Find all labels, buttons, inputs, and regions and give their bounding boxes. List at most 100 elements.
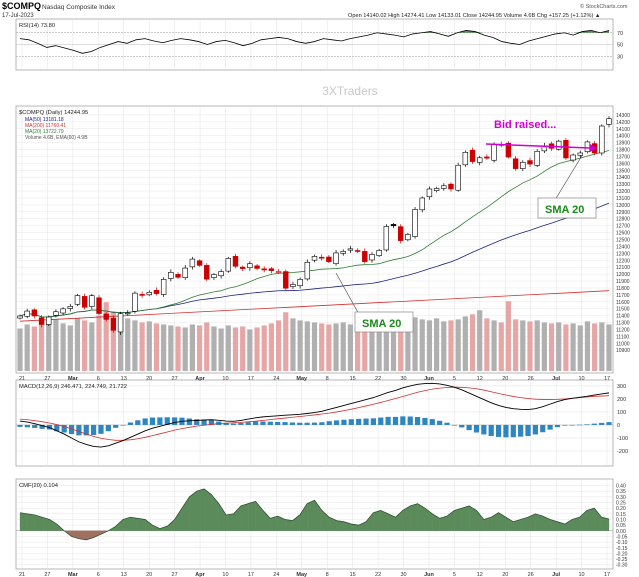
macd-histogram-bar [230, 423, 237, 425]
cmf-y-tick: 0.15 [616, 512, 626, 518]
macd-histogram-bar [201, 419, 207, 425]
quote-line: Open 14140.02 High 14274.41 Low 14133.01… [348, 13, 600, 19]
macd-histogram-bar [547, 424, 553, 430]
volume-bar [53, 319, 59, 371]
volume-bar [189, 324, 195, 371]
macd-line [19, 382, 610, 448]
candle-body [362, 251, 368, 262]
macd-histogram-bar [113, 424, 119, 428]
macd-histogram-bar [24, 424, 30, 428]
volume-bar [491, 320, 497, 371]
macd-histogram-bar [208, 420, 215, 425]
x-tick-label: 12 [477, 572, 483, 577]
rsi-y-tick: 70 [617, 31, 623, 37]
macd-histogram-bar [540, 424, 546, 433]
legend-ma200: MA(200) 11760.41 [25, 123, 66, 129]
macd-histogram-bar [525, 424, 531, 437]
x-tick-label: 24 [273, 572, 279, 577]
volume-bar [196, 325, 203, 371]
macd-y-tick: -100 [617, 436, 628, 442]
x-tick-label: May [296, 572, 308, 577]
volume-bar [333, 323, 339, 371]
macd-histogram-bar [186, 418, 192, 425]
candle-body [110, 317, 117, 331]
volume-bar [261, 325, 267, 371]
macd-histogram-bar [267, 421, 273, 425]
rsi-y-tick: 30 [617, 54, 623, 60]
cmf-area-segment [189, 490, 197, 531]
volume-bar [146, 321, 152, 371]
candle-body [426, 188, 433, 198]
price-y-tick: 10900 [616, 348, 630, 354]
macd-y-tick: 200 [617, 397, 626, 403]
cmf-area-segment [240, 503, 249, 531]
price-y-tick: 12000 [616, 272, 630, 278]
candle-body [505, 142, 512, 158]
macd-histogram-bar [481, 424, 487, 435]
volume-bar [254, 327, 260, 371]
macd-histogram-bar [576, 424, 583, 426]
price-y-tick: 11600 [616, 300, 630, 306]
volume-bar [426, 320, 433, 371]
candle-body [232, 256, 239, 267]
cmf-y-tick: 0.25 [616, 501, 626, 507]
candle-body [132, 292, 138, 312]
x-tick-label: 27 [44, 572, 50, 577]
volume-bar [89, 322, 95, 371]
volume-bar [17, 328, 23, 371]
x-tick-label: Apr [195, 572, 205, 577]
volume-bar [103, 302, 109, 371]
x-tick-label: May [296, 376, 308, 382]
volume-bar [434, 318, 440, 371]
price-y-tick: 13100 [616, 196, 630, 202]
macd-histogram-bar [282, 422, 288, 425]
ma20-line [19, 150, 610, 318]
macd-histogram-bar [356, 418, 362, 425]
candle-body [304, 261, 311, 280]
candle-body [24, 310, 30, 317]
x-tick-label: 10 [579, 572, 585, 577]
sma20-upper-label: SMA 20 [545, 204, 584, 216]
volume-bar [412, 317, 418, 371]
macd-histogram-bar [451, 424, 457, 426]
candle-body [125, 312, 131, 315]
macd-signal-line [19, 386, 610, 441]
x-tick-label: 20 [502, 376, 508, 382]
x-tick-label: 17 [604, 376, 610, 382]
volume-bar [161, 324, 167, 371]
candle-body [290, 284, 296, 287]
axis-labels: 21 21 27 27 Mar Mar 6 6 13 13 20 20 27 27 Apr Apr 10 10 17… [19, 31, 630, 577]
x-tick-label: 10 [222, 572, 228, 577]
volume-bar [477, 310, 483, 371]
cmf-y-tick: 0.00 [616, 529, 626, 535]
macd-histogram-bar [385, 416, 391, 425]
volume-bar [74, 318, 81, 371]
candle-body [354, 250, 361, 252]
price-y-tick: 12300 [616, 251, 630, 257]
macd-histogram-bar [17, 424, 23, 427]
x-tick-label: Jul [552, 376, 560, 382]
x-tick-label: 24 [273, 376, 279, 382]
price-y-tick: 12600 [616, 231, 630, 237]
candle-body [534, 150, 540, 166]
x-tick-label: 12 [477, 376, 483, 382]
candle-body [89, 295, 95, 307]
cmf-y-tick: -0.30 [616, 563, 628, 569]
x-tick-label: 5 [453, 376, 456, 382]
volume-bar [319, 323, 325, 371]
price-y-tick: 12100 [616, 265, 630, 271]
price-y-tick: 14100 [616, 127, 630, 133]
volume-bar [110, 311, 116, 371]
volume-bar [268, 323, 275, 371]
x-tick-label: 22 [375, 572, 381, 577]
volume-bar [527, 321, 533, 371]
cmf-area-segment [306, 500, 315, 531]
price-y-tick: 12500 [616, 238, 630, 244]
macd-histogram-bar [149, 417, 156, 425]
macd-y-tick: -200 [617, 449, 628, 455]
x-tick-label: 20 [146, 376, 152, 382]
cmf-area-segment [78, 530, 87, 541]
candle-body [462, 151, 469, 166]
cmf-area-segment [130, 517, 138, 531]
